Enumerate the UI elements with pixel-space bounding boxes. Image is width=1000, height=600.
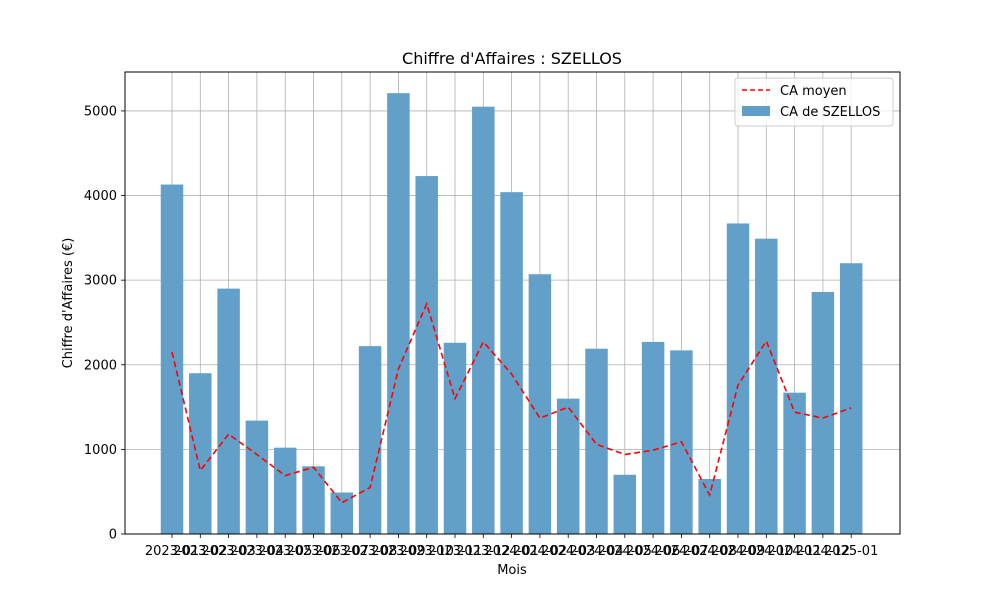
x-axis-label: Mois (497, 563, 527, 578)
y-axis-label: Chiffre d'Affaires (€) (61, 238, 76, 369)
x-tick-label: 2023-03 (201, 544, 255, 559)
x-tick-label: 2024-08 (683, 544, 737, 559)
y-tick-label: 0 (109, 528, 117, 543)
y-tick-label: 2000 (84, 358, 117, 373)
x-tick-label: 2024-09 (711, 544, 765, 559)
x-tick-label: 2024-02 (513, 544, 567, 559)
bar-2024-01 (500, 192, 523, 534)
x-tick-label: 2023-01 (145, 544, 199, 559)
y-axis-ticks: 0 1000 2000 3000 4000 5000 (84, 104, 125, 543)
bar-2023-04 (245, 420, 269, 534)
bar-2025-01 (839, 263, 863, 534)
x-tick-label: 2023-08 (343, 544, 397, 559)
bar-2024-10 (755, 238, 778, 534)
x-tick-label: 2023-02 (173, 544, 227, 559)
x-tick-label: 2024-07 (654, 544, 708, 559)
x-tick-label: 2024-06 (626, 544, 680, 559)
bar-2023-01 (160, 184, 184, 535)
x-tick-label: 2023-07 (315, 544, 369, 559)
x-tick-label: 2024-12 (796, 544, 850, 559)
x-tick-label: 2024-04 (569, 544, 623, 559)
bar-2023-02 (189, 373, 212, 534)
bar-2023-06 (302, 466, 325, 534)
line-ca-moyen (171, 301, 852, 504)
chart-title: Chiffre d'Affaires : SZELLOS (402, 49, 622, 68)
legend-entry-ca-moyen: CA moyen (780, 84, 847, 99)
y-tick-label: 1000 (84, 443, 117, 458)
x-tick-label: 2025-01 (824, 544, 878, 559)
legend-box (734, 77, 894, 127)
x-tick-label: 2023-04 (230, 544, 284, 559)
bar-2023-09 (387, 93, 410, 535)
x-tick-label: 2023-05 (258, 544, 312, 559)
bar-2024-11 (783, 392, 806, 534)
bar-2024-12 (811, 292, 835, 534)
bar-2024-09 (726, 223, 750, 534)
bar-2023-03 (217, 288, 240, 534)
x-axis-ticks: 2023-012023-022023-032023-042023-052023-… (145, 534, 878, 559)
plot-frame (124, 71, 901, 535)
line-series (171, 301, 852, 504)
bar-2023-10 (415, 176, 438, 535)
legend: CA moyen CA de SZELLOS (734, 77, 894, 127)
x-tick-label: 2024-10 (739, 544, 793, 559)
x-tick-label: 2024-01 (484, 544, 538, 559)
y-tick-label: 3000 (84, 274, 117, 289)
x-tick-label: 2023-10 (400, 544, 454, 559)
x-tick-label: 2024-11 (767, 544, 821, 559)
bar-2023-05 (273, 447, 297, 534)
bar-2024-03 (556, 398, 580, 534)
bar-2024-02 (528, 274, 552, 534)
x-tick-label: 2023-11 (428, 544, 482, 559)
y-tick-label: 5000 (84, 104, 117, 119)
x-tick-label: 2024-05 (598, 544, 652, 559)
x-tick-label: 2023-06 (286, 544, 340, 559)
x-tick-label: 2023-12 (456, 544, 510, 559)
bar-2024-05 (613, 474, 637, 534)
bar-2023-12 (472, 106, 495, 534)
legend-entry-ca-szellos: CA de SZELLOS (780, 105, 880, 120)
x-tick-label: 2024-03 (541, 544, 595, 559)
bar-2023-11 (443, 342, 467, 534)
bar-2024-06 (641, 341, 665, 534)
x-tick-label: 2023-09 (371, 544, 425, 559)
bar-2023-07 (330, 492, 354, 534)
bar-2024-08 (698, 479, 721, 534)
bar-series (160, 93, 863, 535)
bar-2024-04 (585, 348, 608, 534)
legend-bar-swatch (742, 106, 770, 116)
bar-2023-08 (358, 346, 382, 534)
y-tick-label: 4000 (84, 189, 117, 204)
